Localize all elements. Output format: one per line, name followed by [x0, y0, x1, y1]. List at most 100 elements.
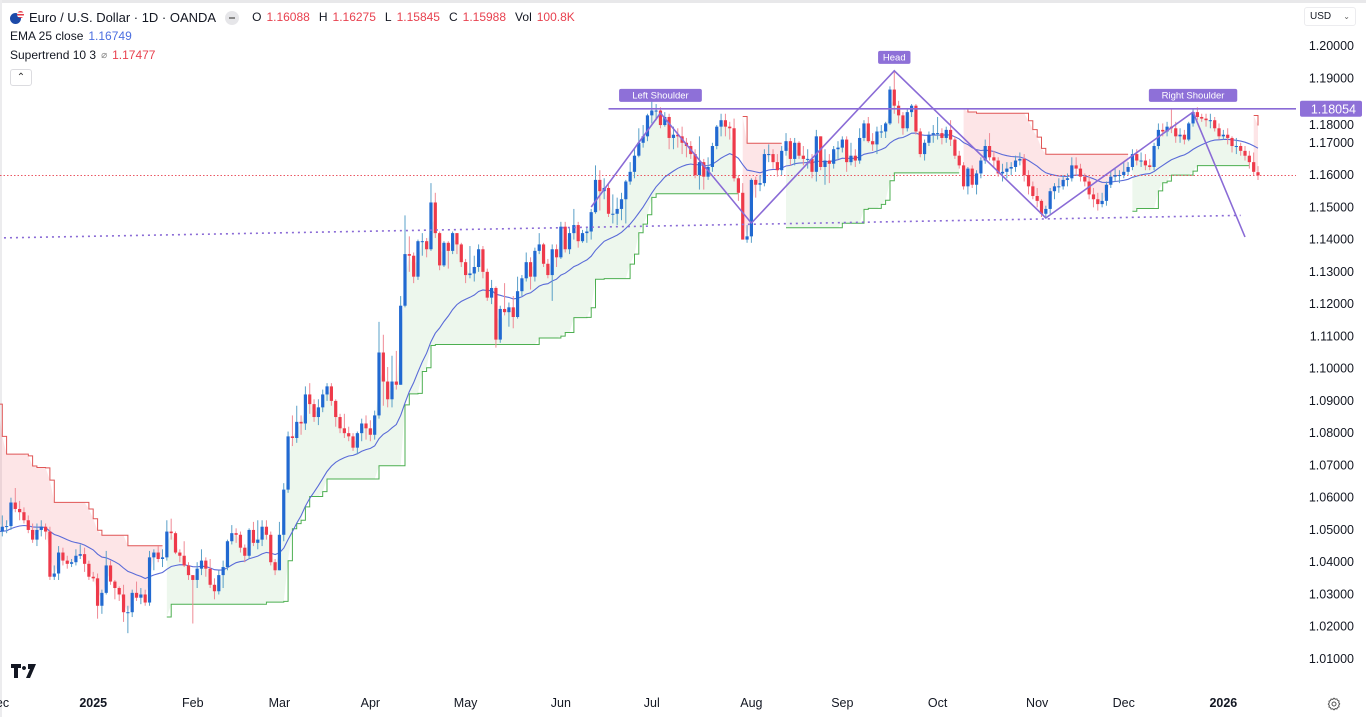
candle-body: [875, 131, 879, 145]
candle: [970, 165, 974, 188]
candle-body: [498, 308, 502, 340]
candle: [1035, 187, 1039, 208]
time-axis[interactable]: Dec 2025 Feb Mar Apr May Jun Jul Aug Sep Oct Nov Dec…: [0, 696, 1237, 710]
candle: [979, 157, 983, 179]
collapse-legend-button[interactable]: ⌃: [10, 69, 32, 86]
candle-body: [1065, 178, 1070, 180]
candle-body: [243, 547, 247, 556]
candle: [866, 116, 870, 143]
tradingview-logo[interactable]: [11, 664, 37, 678]
pattern-label[interactable]: Head: [878, 50, 911, 64]
candle-body: [1230, 137, 1234, 147]
candle-body: [979, 160, 983, 174]
high-value: 1.16275: [332, 10, 376, 24]
candle: [884, 121, 888, 138]
candle-body: [464, 262, 468, 276]
candle: [364, 415, 368, 440]
candle: [31, 523, 35, 543]
candle-body: [515, 291, 520, 318]
candle-body: [95, 578, 100, 606]
candle-body: [996, 160, 1000, 174]
candle-body: [78, 554, 82, 556]
supertrend-na-icon: ⌀: [101, 50, 108, 61]
supertrend-up-line: [786, 172, 960, 229]
candle: [351, 433, 355, 451]
candle-body: [290, 436, 295, 438]
candle-body: [598, 179, 602, 192]
candle-body: [554, 249, 559, 258]
candle-body: [1039, 200, 1044, 214]
candle: [502, 283, 507, 316]
candle-body: [762, 154, 766, 184]
candle: [160, 549, 165, 568]
candle: [1061, 175, 1065, 190]
candle: [762, 149, 766, 187]
candle-body: [637, 142, 641, 156]
candle-body: [13, 502, 17, 509]
candle-body: [780, 150, 784, 171]
drawings-layer[interactable]: Left Shoulder Head Right Shoulder: [0, 50, 1296, 239]
candle: [126, 605, 130, 634]
candle: [1057, 178, 1061, 193]
candle: [715, 125, 719, 150]
price-tick-label: 1.12000: [1309, 297, 1354, 311]
currency-select[interactable]: USD ⌄: [1304, 7, 1356, 26]
candle-body: [1026, 175, 1031, 187]
candle: [836, 141, 840, 159]
candle-body: [1130, 154, 1135, 167]
settings-gear-icon[interactable]: [1327, 697, 1341, 711]
head-and-shoulders-pattern[interactable]: [590, 69, 1246, 238]
candle-body: [91, 576, 95, 579]
candle-body: [212, 584, 217, 592]
price-axis[interactable]: 1.20000 1.19000 1.18000 1.17000 1.16000 1.150…: [1300, 39, 1362, 666]
candle-body: [52, 573, 56, 577]
candle-body: [204, 560, 208, 569]
candle: [481, 246, 485, 279]
ema-legend-row[interactable]: EMA 25 close 1.16749: [10, 27, 575, 46]
candle-body: [1148, 165, 1152, 167]
candle-body: [663, 116, 667, 126]
candle-body: [100, 592, 104, 606]
pattern-label[interactable]: Right Shoulder: [1148, 88, 1238, 102]
candle: [13, 488, 17, 513]
candle: [1009, 162, 1013, 176]
candle: [515, 276, 520, 319]
candle-body: [927, 134, 931, 143]
candle: [169, 518, 173, 540]
candle-body: [338, 417, 342, 429]
candle: [0, 515, 4, 537]
candle-body: [251, 529, 256, 543]
candle: [35, 523, 39, 547]
candle-body: [329, 386, 333, 401]
candle-body: [1061, 179, 1065, 187]
candle-body: [806, 158, 810, 160]
top-border: [0, 0, 1366, 3]
candle-body: [217, 575, 221, 592]
supertrend-up-fill: [1132, 114, 1250, 212]
low-value: 1.15845: [396, 10, 440, 24]
pattern-label[interactable]: Left Shoulder: [619, 88, 702, 102]
supertrend-legend-row[interactable]: Supertrend 10 3 ⌀ 1.17477: [10, 46, 575, 65]
close-label: C: [448, 10, 458, 24]
candle: [247, 528, 251, 559]
candle-body: [134, 592, 139, 598]
candle: [619, 192, 624, 221]
candle: [438, 231, 442, 271]
candle-body: [1091, 194, 1096, 200]
symbol-row: Euro / U.S. Dollar · 1D · OANDA O 1.16088…: [10, 8, 575, 27]
candle: [355, 431, 359, 455]
candle: [1187, 121, 1191, 142]
ema-value: 1.16749: [88, 29, 132, 43]
symbol-title[interactable]: Euro / U.S. Dollar · 1D · OANDA: [29, 10, 217, 25]
candle: [1096, 192, 1100, 211]
candle: [1065, 173, 1070, 187]
candle: [56, 546, 61, 580]
market-status-icon[interactable]: [225, 10, 240, 25]
candle: [567, 228, 572, 255]
supertrend-up-fill: [166, 110, 739, 617]
candle-body: [502, 308, 507, 313]
candle-body: [632, 155, 637, 172]
candle: [303, 386, 307, 430]
candle-body: [1087, 181, 1091, 195]
